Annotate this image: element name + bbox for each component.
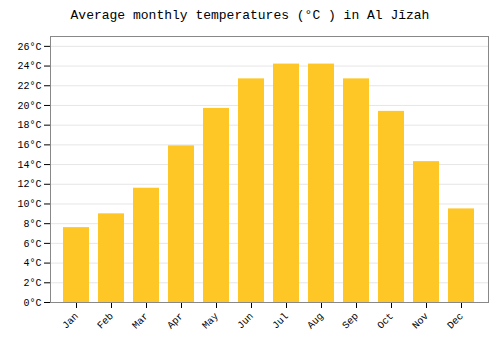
svg-text:Apr: Apr bbox=[165, 311, 186, 332]
svg-text:2°C: 2°C bbox=[23, 278, 41, 289]
svg-text:Aug: Aug bbox=[305, 311, 326, 332]
svg-text:May: May bbox=[200, 311, 221, 332]
svg-text:10°C: 10°C bbox=[17, 199, 41, 210]
svg-text:Sep: Sep bbox=[340, 311, 361, 332]
svg-text:14°C: 14°C bbox=[17, 160, 41, 171]
svg-text:16°C: 16°C bbox=[17, 140, 41, 151]
svg-text:20°C: 20°C bbox=[17, 101, 41, 112]
svg-text:Feb: Feb bbox=[95, 311, 116, 332]
svg-text:Jul: Jul bbox=[270, 311, 291, 332]
svg-text:Jan: Jan bbox=[60, 311, 81, 332]
html-text:Average monthly temperatures (: Average monthly temperatures (°C ) in Al… bbox=[70, 8, 430, 23]
svg-text:0°C: 0°C bbox=[23, 298, 41, 309]
svg-text:4°C: 4°C bbox=[23, 258, 41, 269]
svg-text:Jun: Jun bbox=[235, 311, 256, 332]
svg-text:22°C: 22°C bbox=[17, 81, 41, 92]
svg-text:Nov: Nov bbox=[410, 311, 431, 332]
svg-text:6°C: 6°C bbox=[23, 239, 41, 250]
svg-text:18°C: 18°C bbox=[17, 120, 41, 131]
svg-text:Dec: Dec bbox=[445, 311, 466, 332]
svg-text:Oct: Oct bbox=[375, 311, 396, 332]
svg-text:12°C: 12°C bbox=[17, 179, 41, 190]
svg-text:24°C: 24°C bbox=[17, 61, 41, 72]
svg-text:8°C: 8°C bbox=[23, 219, 41, 230]
svg-text:Mar: Mar bbox=[130, 311, 151, 332]
svg-text:26°C: 26°C bbox=[17, 42, 41, 53]
